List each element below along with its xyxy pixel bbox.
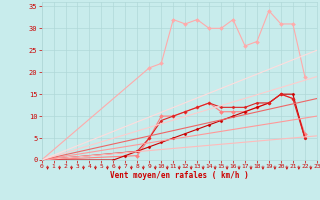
- X-axis label: Vent moyen/en rafales ( km/h ): Vent moyen/en rafales ( km/h ): [110, 171, 249, 180]
